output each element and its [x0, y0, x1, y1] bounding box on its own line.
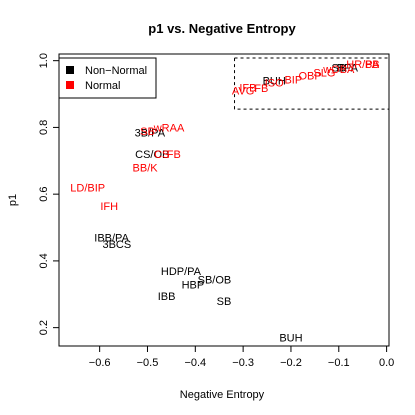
y-tick-label: 0.6 [38, 187, 50, 202]
point-label-normal: wOBA [322, 64, 355, 76]
point-label-normal: SB [140, 126, 155, 138]
x-tick-label: −0.3 [232, 357, 254, 369]
y-axis-label: p1 [7, 194, 19, 206]
legend-swatch-non-normal [66, 66, 74, 74]
y-tick-label: 0.8 [38, 120, 50, 135]
plot-frame [58, 53, 390, 347]
point-label-non-normal: CS [116, 239, 131, 251]
x-axis-label: Negative Entropy [180, 389, 265, 401]
point-label-non-normal: BPA [337, 62, 359, 74]
point-label-non-normal: SB [331, 62, 346, 74]
x-tick-label: 0.0 [379, 357, 394, 369]
point-label-normal: BIP [284, 74, 302, 86]
point-label-non-normal: SB/OB [198, 274, 232, 286]
chart-title: p1 vs. Negative Entropy [148, 21, 296, 36]
point-label-normal: ISO [265, 77, 284, 89]
point-label-normal: IFH [100, 201, 118, 213]
highlight-region [234, 57, 390, 110]
x-axis: −0.6 −0.5 −0.4 −0.3 −0.2 −0.1 0.0 [89, 346, 394, 369]
y-tick-label: 1.0 [38, 53, 50, 68]
point-label-non-normal: SB [217, 296, 232, 308]
point-label-non-normal: IBB [158, 291, 176, 303]
point-label-non-normal: HDP/PA [161, 266, 202, 278]
point-label-normal: AVG [232, 86, 254, 98]
point-label-non-normal: 3B [102, 239, 115, 251]
highlight-box [234, 57, 390, 110]
point-label-normal: LD/BIP [70, 182, 105, 194]
x-tick-label: −0.4 [184, 357, 206, 369]
point-label-non-normal: CS/OB [135, 149, 169, 161]
point-label-normal: OBP [298, 71, 321, 83]
point-label-non-normal: BUH [263, 76, 286, 88]
point-label-non-normal: IBB/PA [94, 233, 129, 245]
point-label-normal: FB [167, 149, 181, 161]
point-label-normal: HR/PA [346, 59, 379, 71]
x-tick-label: −0.1 [328, 357, 350, 369]
x-tick-label: −0.6 [89, 357, 111, 369]
x-tick-label: −0.2 [280, 357, 302, 369]
point-label-normal: FB [254, 83, 268, 95]
point-label-normal: IFB [239, 82, 256, 94]
legend-swatch-normal [66, 81, 74, 89]
legend-label-non-normal: Non−Normal [85, 65, 147, 77]
point-label-normal: CS [154, 149, 169, 161]
y-axis: 0.2 0.4 0.6 0.8 1.0 [38, 53, 59, 335]
legend: Non−Normal Normal [58, 57, 157, 99]
point-label-normal: wRAA [153, 122, 185, 134]
point-label-normal: BB [365, 59, 380, 71]
point-label-non-normal: 3B/PA [135, 127, 166, 139]
point-label-normal: BB/K [133, 162, 159, 174]
legend-box [58, 57, 157, 99]
legend-label-normal: Normal [85, 80, 120, 92]
point-label-non-normal: HBP [182, 279, 205, 291]
y-tick-label: 0.4 [38, 253, 50, 268]
y-tick-label: 0.2 [38, 320, 50, 335]
point-label-normal: SLG [313, 67, 335, 79]
point-label-non-normal: BUH [279, 333, 302, 345]
x-tick-label: −0.5 [137, 357, 159, 369]
